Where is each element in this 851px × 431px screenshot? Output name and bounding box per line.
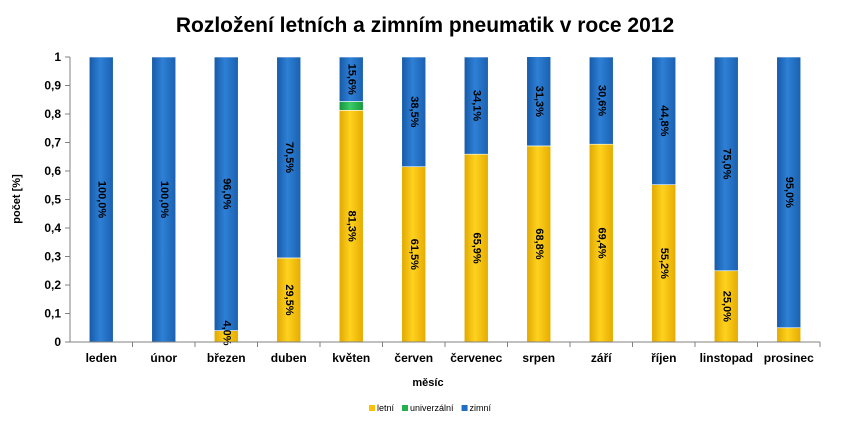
data-label: 65,9% <box>470 232 482 263</box>
data-label: 75,0% <box>720 148 732 179</box>
data-label: 68,8% <box>533 228 545 259</box>
bar-zimní <box>713 56 739 272</box>
x-tick-label: srpen <box>522 351 555 365</box>
bar-zimní <box>88 56 114 343</box>
x-tick-label: leden <box>86 351 117 365</box>
data-label: 96,0% <box>220 178 232 209</box>
bar-zimní <box>588 56 614 145</box>
bar-zimní <box>213 56 239 331</box>
y-tick-label: 0,7 <box>44 136 61 150</box>
bar-zimní <box>776 56 802 329</box>
data-label: 81,3% <box>345 211 357 242</box>
bar-letní <box>463 153 489 343</box>
bar-letní <box>651 184 677 343</box>
x-tick-label: červen <box>394 351 433 365</box>
data-label: 30,6% <box>595 85 607 116</box>
y-axis-label: počet [%] <box>11 174 23 224</box>
bar-zimní <box>526 56 552 147</box>
x-tick-label: květen <box>332 351 370 365</box>
x-tick-label: prosinec <box>764 351 814 365</box>
bar-univerzální <box>338 101 364 111</box>
data-label: 100,0% <box>158 181 170 219</box>
y-tick-label: 0,9 <box>44 79 61 93</box>
y-tick-label: 0,1 <box>44 307 61 321</box>
legend-swatch <box>461 405 468 411</box>
data-label: 70,5% <box>283 142 295 173</box>
bar-letní <box>338 109 364 343</box>
bar-zimní <box>401 56 427 168</box>
legend-label: univerzální <box>410 403 454 413</box>
bar-letní <box>713 270 739 343</box>
bars <box>88 56 802 343</box>
data-label: 25,0% <box>720 291 732 322</box>
x-tick-label: únor <box>150 351 177 365</box>
bar-zimní <box>276 56 302 259</box>
legend: letní univerzální zimní <box>369 403 492 413</box>
y-tick-label: 1 <box>54 50 61 64</box>
y-tick-label: 0,8 <box>44 107 61 121</box>
bar-letní <box>776 327 802 343</box>
x-axis: leden únor březen duben květen červen červenec… <box>70 341 821 365</box>
y-tick-label: 0,6 <box>44 164 61 178</box>
x-tick-label: březen <box>207 351 246 365</box>
y-axis: 0 0,1 0,2 0,3 0,4 0,5 0,6 0,7 0,8 0,9 1 <box>44 50 71 349</box>
legend-label: zimní <box>470 403 492 413</box>
y-tick-label: 0,2 <box>44 278 61 292</box>
x-tick-label: duben <box>271 351 307 365</box>
data-label: 29,5% <box>283 284 295 315</box>
bar-zimní <box>651 56 677 185</box>
data-label: 4,0% <box>220 320 232 345</box>
legend-swatch <box>402 405 409 411</box>
bar-letní <box>526 145 552 343</box>
bar-zimní <box>151 56 177 343</box>
legend-swatch <box>369 405 375 411</box>
data-label: 34,1% <box>470 90 482 121</box>
y-tick-label: 0,5 <box>44 193 61 207</box>
data-label: 55,2% <box>658 248 670 279</box>
bar-zimní <box>338 56 364 102</box>
x-tick-label: září <box>591 351 612 365</box>
chart-title: Rozložení letních a zimním pneumatik v r… <box>176 14 674 37</box>
data-label: 31,3% <box>533 86 545 117</box>
data-label: 69,4% <box>595 228 607 259</box>
data-labels: 100,0% 100,0% 4,0% 96,0% 29,5% 70,5% 81,3% 15,6… <box>95 64 795 346</box>
x-tick-label: říjen <box>651 351 676 365</box>
x-tick-label: linstopad <box>700 351 753 365</box>
y-tick-label: 0,4 <box>44 221 61 235</box>
bar-letní <box>588 143 614 343</box>
data-label: 44,8% <box>658 105 670 136</box>
data-label: 61,5% <box>408 239 420 270</box>
x-axis-label: měsíc <box>412 377 443 389</box>
bar-zimní <box>463 56 489 155</box>
data-label: 15,6% <box>345 64 357 95</box>
y-tick-label: 0,3 <box>44 250 61 264</box>
y-tick-label: 0 <box>54 335 61 349</box>
legend-label: letní <box>377 403 395 413</box>
bar-letní <box>401 166 427 343</box>
x-tick-label: červenec <box>450 351 502 365</box>
data-label: 100,0% <box>95 181 107 219</box>
data-label: 38,5% <box>408 96 420 127</box>
data-label: 95,0% <box>783 177 795 208</box>
